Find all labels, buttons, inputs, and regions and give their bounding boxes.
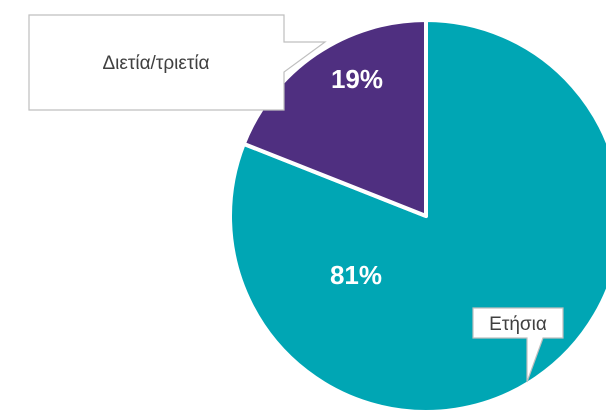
callout-label-dietia-trietia: Διετία/τριετία [102, 53, 209, 74]
slice-value-label-etisia: 81% [330, 260, 382, 290]
callout-label-etisia: Ετήσια [489, 314, 547, 335]
callout-box-etisia [472, 307, 564, 383]
pie-slices [228, 18, 606, 412]
slice-value-label-dietia-trietia: 19% [331, 64, 383, 94]
slice-value-labels: 81% 19% [330, 64, 383, 290]
callout-box-dietia-trietia [28, 14, 327, 111]
pie-slice-dietia-trietia [241, 18, 428, 218]
callout-etisia: Ετήσια [472, 307, 564, 383]
callout-dietia-trietia: Διετία/τριετία [28, 14, 327, 111]
